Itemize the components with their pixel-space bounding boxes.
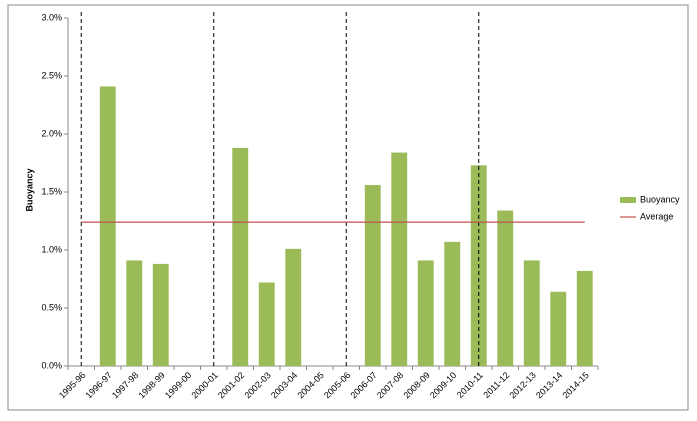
legend-swatch — [620, 197, 636, 203]
bar — [258, 282, 275, 366]
y-tick-label: 1.5% — [41, 186, 62, 196]
bar — [444, 241, 461, 366]
bar — [126, 260, 143, 366]
bar — [497, 210, 514, 366]
chart-border — [7, 4, 689, 411]
y-axis-label: Buoyancy — [24, 168, 34, 211]
bar — [285, 248, 302, 366]
y-tick-label: 0.0% — [41, 360, 62, 370]
bar — [232, 147, 249, 366]
bar — [550, 291, 567, 366]
bar — [152, 263, 169, 366]
bar — [576, 270, 593, 366]
y-tick-label: 2.0% — [41, 128, 62, 138]
bar — [99, 86, 116, 366]
bar — [391, 152, 408, 366]
bar — [417, 260, 434, 366]
y-tick-label: 3.0% — [41, 12, 62, 22]
bar — [523, 260, 540, 366]
y-tick-label: 2.5% — [41, 70, 62, 80]
legend-label: Buoyancy — [640, 194, 680, 204]
legend-label: Average — [640, 211, 673, 221]
y-tick-label: 1.0% — [41, 244, 62, 254]
y-tick-label: 0.5% — [41, 302, 62, 312]
bar — [364, 185, 381, 366]
